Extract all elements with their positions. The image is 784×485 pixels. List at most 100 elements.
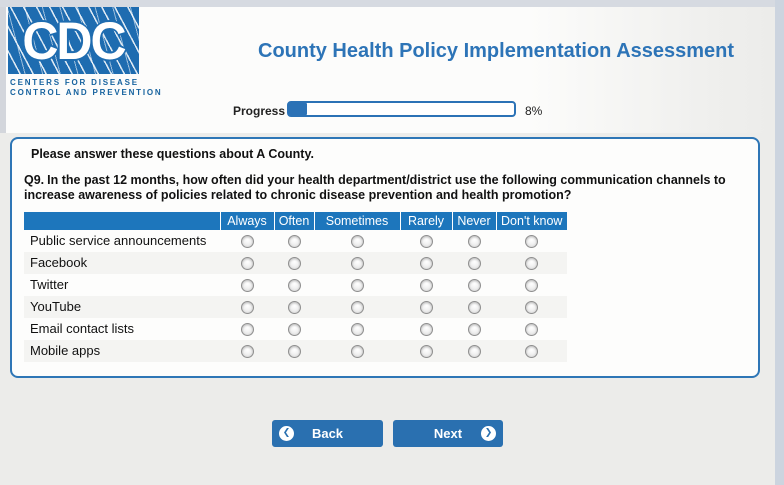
cell-public-service-announcements-sometimes: [314, 230, 400, 252]
cell-mobile-apps-always: [220, 339, 274, 362]
radio-mobile-apps-don-t-know[interactable]: [525, 345, 538, 359]
progress-bar-fill: [289, 103, 307, 115]
cell-public-service-announcements-never: [452, 230, 496, 252]
radio-public-service-announcements-sometimes[interactable]: [350, 235, 364, 249]
cell-youtube-don-t-know: [496, 295, 567, 318]
radio-email-contact-lists-often[interactable]: [287, 323, 301, 337]
cell-public-service-announcements-often: [274, 230, 314, 252]
response-matrix: Always Often Sometimes Rarely Never Don't kno…: [24, 211, 567, 362]
next-button[interactable]: Next ❯: [393, 420, 503, 447]
radio-youtube-never[interactable]: [467, 301, 481, 315]
radio-facebook-sometimes[interactable]: [350, 257, 364, 271]
cell-youtube-sometimes: [314, 295, 400, 318]
cell-mobile-apps-don-t-know: [496, 339, 567, 362]
matrix-row-mobile-apps: Mobile apps: [24, 339, 567, 362]
cell-youtube-never: [452, 295, 496, 318]
progress-bar: [287, 101, 516, 117]
question-panel: Please answer these questions about A Co…: [10, 137, 760, 378]
radio-email-contact-lists-always[interactable]: [240, 323, 254, 337]
matrix-row-public-service-announcements: Public service announcements: [24, 230, 567, 252]
cell-email-contact-lists-often: [274, 318, 314, 340]
cell-email-contact-lists-rarely: [400, 318, 452, 340]
radio-youtube-sometimes[interactable]: [350, 301, 364, 315]
radio-twitter-always[interactable]: [240, 279, 254, 293]
cell-mobile-apps-sometimes: [314, 339, 400, 362]
cell-mobile-apps-rarely: [400, 339, 452, 362]
cell-email-contact-lists-sometimes: [314, 318, 400, 340]
radio-mobile-apps-always[interactable]: [240, 345, 254, 359]
radio-twitter-sometimes[interactable]: [350, 279, 364, 293]
column-header-sometimes: Sometimes: [313, 211, 400, 230]
cell-public-service-announcements-always: [220, 230, 274, 252]
radio-public-service-announcements-rarely[interactable]: [419, 235, 433, 249]
radio-facebook-don-t-know[interactable]: [525, 257, 538, 271]
radio-public-service-announcements-never[interactable]: [467, 235, 481, 249]
radio-email-contact-lists-never[interactable]: [467, 323, 481, 337]
column-header-never: Never: [451, 211, 496, 230]
cell-facebook-often: [274, 251, 314, 274]
radio-twitter-don-t-know[interactable]: [525, 279, 538, 293]
radio-mobile-apps-never[interactable]: [467, 345, 481, 359]
radio-twitter-often[interactable]: [287, 279, 301, 293]
cell-facebook-sometimes: [314, 251, 400, 274]
radio-twitter-rarely[interactable]: [419, 279, 433, 293]
back-button[interactable]: ❮ Back: [272, 420, 383, 447]
cdc-logo: CDC CENTERS FOR DISEASE CONTROL AND PREV…: [8, 7, 163, 98]
cell-public-service-announcements-don-t-know: [496, 230, 567, 252]
radio-facebook-rarely[interactable]: [419, 257, 433, 271]
cell-email-contact-lists-always: [220, 318, 274, 340]
cell-twitter-don-t-know: [496, 274, 567, 296]
row-label-column-header: [24, 211, 220, 230]
radio-youtube-often[interactable]: [287, 301, 301, 315]
next-button-label: Next: [433, 426, 463, 441]
window-top-strip: [0, 0, 784, 7]
cell-email-contact-lists-don-t-know: [496, 318, 567, 340]
cdc-logo-line1: CENTERS FOR DISEASE: [10, 78, 139, 87]
radio-public-service-announcements-don-t-know[interactable]: [525, 235, 538, 249]
radio-email-contact-lists-rarely[interactable]: [419, 323, 433, 337]
cell-facebook-never: [452, 251, 496, 274]
matrix-row-email-contact-lists: Email contact lists: [24, 318, 567, 340]
scrollbar-area[interactable]: [775, 0, 784, 485]
radio-facebook-always[interactable]: [240, 257, 254, 271]
chevron-left-circle-icon: ❮: [279, 426, 294, 441]
radio-public-service-announcements-often[interactable]: [287, 235, 301, 249]
cell-mobile-apps-often: [274, 339, 314, 362]
question-number: Q9.: [24, 173, 45, 187]
radio-twitter-never[interactable]: [467, 279, 481, 293]
row-label-public-service-announcements: Public service announcements: [30, 233, 207, 248]
radio-email-contact-lists-sometimes[interactable]: [350, 323, 364, 337]
row-label-facebook: Facebook: [24, 251, 220, 274]
radio-youtube-always[interactable]: [240, 301, 254, 315]
row-label-email-contact-lists: Email contact lists: [30, 321, 135, 336]
radio-youtube-rarely[interactable]: [419, 301, 433, 315]
matrix-row-twitter: Twitter: [24, 274, 567, 296]
radio-public-service-announcements-always[interactable]: [240, 235, 254, 249]
row-label-twitter: Twitter: [30, 277, 69, 292]
question-text: Q9. In the past 12 months, how often did …: [24, 173, 758, 203]
radio-youtube-don-t-know[interactable]: [525, 301, 538, 315]
matrix-row-facebook: Facebook: [24, 251, 567, 274]
question-body: In the past 12 months, how often did you…: [24, 173, 726, 202]
row-label-mobile-apps: Mobile apps: [24, 339, 220, 362]
back-button-label: Back: [311, 426, 344, 441]
cell-mobile-apps-never: [452, 339, 496, 362]
cell-twitter-often: [274, 274, 314, 296]
radio-facebook-often[interactable]: [287, 257, 301, 271]
cell-public-service-announcements-rarely: [400, 230, 452, 252]
cell-twitter-never: [452, 274, 496, 296]
cell-facebook-don-t-know: [496, 251, 567, 274]
row-label-youtube: YouTube: [24, 295, 220, 318]
column-header-rarely: Rarely: [399, 211, 452, 230]
matrix-header-row: Always Often Sometimes Rarely Never Don't kno…: [24, 211, 567, 230]
radio-mobile-apps-sometimes[interactable]: [350, 345, 364, 359]
radio-mobile-apps-often[interactable]: [287, 345, 301, 359]
progress-percent: 8%: [525, 104, 543, 118]
cell-twitter-always: [220, 274, 274, 296]
intro-text: Please answer these questions about A Co…: [31, 147, 314, 161]
radio-facebook-never[interactable]: [467, 257, 481, 271]
column-header-don-t-know: Don't know: [495, 211, 567, 230]
radio-mobile-apps-rarely[interactable]: [419, 345, 433, 359]
radio-email-contact-lists-don-t-know[interactable]: [525, 323, 538, 337]
progress-label: Progress: [233, 104, 286, 118]
